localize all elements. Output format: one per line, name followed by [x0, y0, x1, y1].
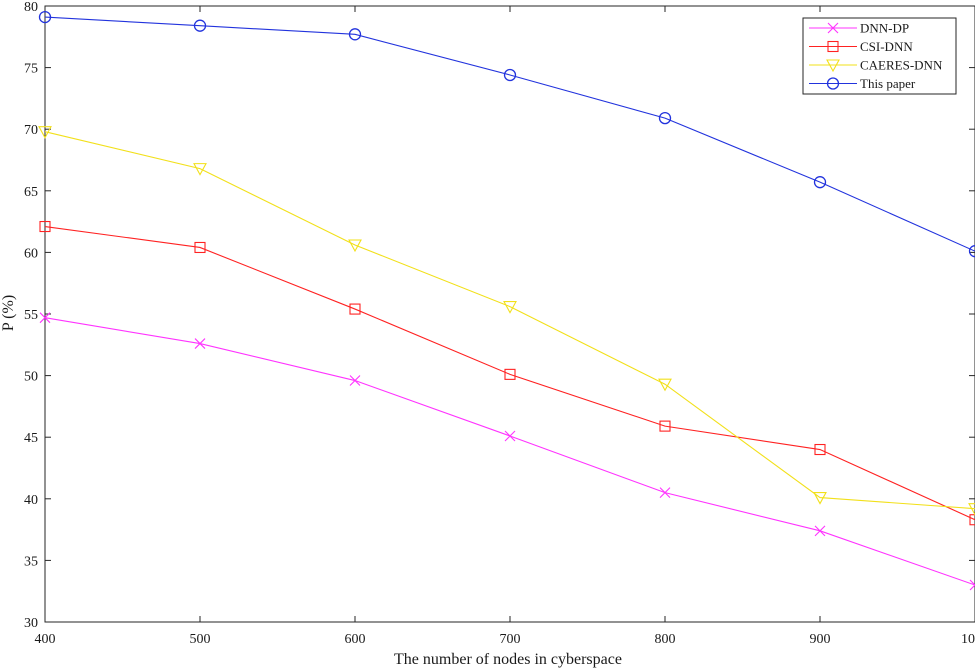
- plot-area: 400 500 600 700 800 900 1000 30 35 40 45 50 55 60 65 70…: [24, 0, 975, 647]
- legend-label-dnn-dp: DNN-DP: [860, 21, 909, 36]
- y-tick-label: 60: [24, 246, 38, 261]
- series-line-caeres-dnn: [44, 131, 975, 510]
- x-tick-label: 700: [500, 632, 521, 647]
- data-point-dnn-dp: [504, 430, 516, 442]
- legend-marker-this-paper: [826, 77, 840, 90]
- series-line-this-paper: [44, 16, 975, 252]
- data-point-this-paper: [348, 28, 362, 41]
- y-tick-label: 30: [24, 616, 38, 631]
- data-point-this-paper: [968, 245, 975, 258]
- data-point-csi-dnn: [814, 443, 826, 456]
- y-tick-label: 45: [24, 431, 38, 446]
- y-tick-label: 35: [24, 554, 38, 569]
- data-point-caeres-dnn: [348, 239, 362, 253]
- data-point-this-paper: [193, 19, 207, 32]
- data-point-caeres-dnn: [503, 301, 517, 314]
- data-point-caeres-dnn: [658, 378, 672, 392]
- legend-label-caeres-dnn: CAERES-DNN: [860, 58, 943, 73]
- data-point-dnn-dp: [969, 579, 975, 591]
- y-tick-label: 50: [24, 370, 38, 385]
- data-point-dnn-dp: [39, 312, 51, 324]
- data-point-csi-dnn: [194, 241, 206, 254]
- y-tick-label: 80: [24, 0, 38, 15]
- x-tick-label: 400: [35, 632, 56, 647]
- data-point-caeres-dnn: [38, 126, 52, 139]
- data-point-this-paper: [38, 10, 52, 24]
- series-line-dnn-dp: [44, 317, 975, 586]
- x-tick-label: 900: [810, 632, 831, 647]
- y-tick-label: 70: [24, 123, 38, 138]
- data-point-csi-dnn: [504, 368, 516, 380]
- x-tick-label: 1000: [961, 632, 975, 647]
- y-tick-label: 55: [24, 308, 38, 323]
- x-axis-label: The number of nodes in cyberspace: [394, 651, 622, 668]
- y-tick-label: 40: [24, 493, 38, 508]
- x-tick-label: 500: [190, 632, 211, 647]
- y-tick-label: 65: [24, 185, 38, 200]
- x-tick-label: 600: [345, 632, 366, 647]
- legend-label-this-paper: This paper: [860, 76, 916, 91]
- data-point-csi-dnn: [969, 514, 975, 526]
- data-point-csi-dnn: [659, 420, 671, 432]
- plot-frame: [44, 5, 975, 623]
- data-point-caeres-dnn: [813, 492, 827, 505]
- data-point-caeres-dnn: [193, 163, 207, 176]
- data-point-this-paper: [658, 111, 672, 125]
- legend-marker-caeres-dnn: [826, 59, 840, 73]
- x-tick-label: 800: [655, 632, 676, 647]
- data-point-csi-dnn: [349, 303, 361, 315]
- data-point-this-paper: [503, 68, 517, 82]
- y-tick-label: 75: [24, 62, 38, 77]
- data-point-this-paper: [813, 176, 827, 189]
- legend-label-csi-dnn: CSI-DNN: [860, 39, 913, 54]
- data-point-dnn-dp: [194, 338, 206, 349]
- legend-marker-dnn-dp: [827, 22, 839, 34]
- legend-marker-csi-dnn: [827, 40, 839, 53]
- data-point-caeres-dnn: [968, 503, 975, 516]
- y-axis-label: P (%): [0, 295, 17, 331]
- data-point-dnn-dp: [659, 487, 671, 499]
- series-line-csi-dnn: [44, 225, 975, 521]
- data-point-dnn-dp: [814, 525, 826, 537]
- data-point-dnn-dp: [349, 375, 361, 386]
- data-point-csi-dnn: [39, 220, 51, 233]
